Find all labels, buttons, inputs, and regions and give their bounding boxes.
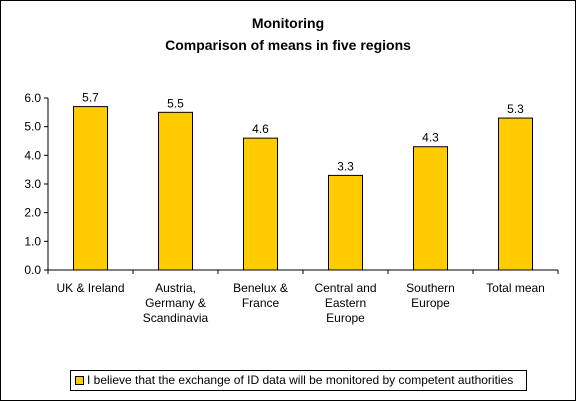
x-tick-label-line: Austria, xyxy=(155,281,196,295)
chart-title: Monitoring xyxy=(251,15,325,31)
legend-swatch xyxy=(75,376,84,386)
x-tick-label: Southern Europe xyxy=(406,281,455,310)
y-tick-label: 1.0 xyxy=(24,234,41,248)
data-label: 5.3 xyxy=(507,102,524,116)
chart-axes: 0.0 1.0 2.0 3.0 4.0 5.0 6.0 xyxy=(24,91,559,277)
data-label: 5.5 xyxy=(167,96,184,110)
y-tick-label: 3.0 xyxy=(24,177,41,191)
y-tick-label: 4.0 xyxy=(24,148,41,162)
y-tick-label: 5.0 xyxy=(24,120,41,134)
x-tick-label: UK & Ireland xyxy=(56,281,124,295)
data-label: 3.3 xyxy=(337,159,354,173)
x-tick-label-line: Southern xyxy=(406,281,455,295)
x-tick-label-line: Europe xyxy=(411,296,450,310)
x-tick-label-line: France xyxy=(242,296,280,310)
x-tick-label-line: Benelux & xyxy=(233,281,288,295)
chart-bars xyxy=(73,106,533,271)
x-tick-label-line: Europe xyxy=(326,311,365,325)
x-tick-label-line: Scandinavia xyxy=(143,311,209,325)
bar xyxy=(413,146,448,271)
x-tick-label-line: Total mean xyxy=(486,281,545,295)
data-label: 4.3 xyxy=(422,131,439,145)
bar xyxy=(158,111,193,271)
bar xyxy=(498,117,533,271)
x-tick-label: Austria, Germany & Scandinavia xyxy=(143,281,209,325)
bar xyxy=(328,174,363,271)
y-tick-label: 0.0 xyxy=(24,263,41,277)
legend-label: I believe that the exchange of ID data w… xyxy=(87,373,514,387)
x-tick-label: Benelux & France xyxy=(233,281,288,310)
chart-legend: I believe that the exchange of ID data w… xyxy=(70,370,527,391)
bar xyxy=(73,106,108,271)
chart-labels: 5.7 UK & Ireland 5.5 Austria, Germany & Scand… xyxy=(56,91,544,325)
y-tick-label: 2.0 xyxy=(24,206,41,220)
bar xyxy=(243,137,278,271)
x-tick-label: Central and Eastern Europe xyxy=(314,281,376,325)
x-tick-label-line: UK & Ireland xyxy=(56,281,124,295)
data-label: 5.7 xyxy=(82,91,99,105)
x-tick-label-line: Eastern xyxy=(325,296,366,310)
y-tick-label: 6.0 xyxy=(24,91,41,105)
x-tick-label: Total mean xyxy=(486,281,545,295)
x-tick-label-line: Germany & xyxy=(145,296,206,310)
data-label: 4.6 xyxy=(252,122,269,136)
chart-subtitle: Comparison of means in five regions xyxy=(165,37,411,53)
x-tick-label-line: Central and xyxy=(314,281,376,295)
